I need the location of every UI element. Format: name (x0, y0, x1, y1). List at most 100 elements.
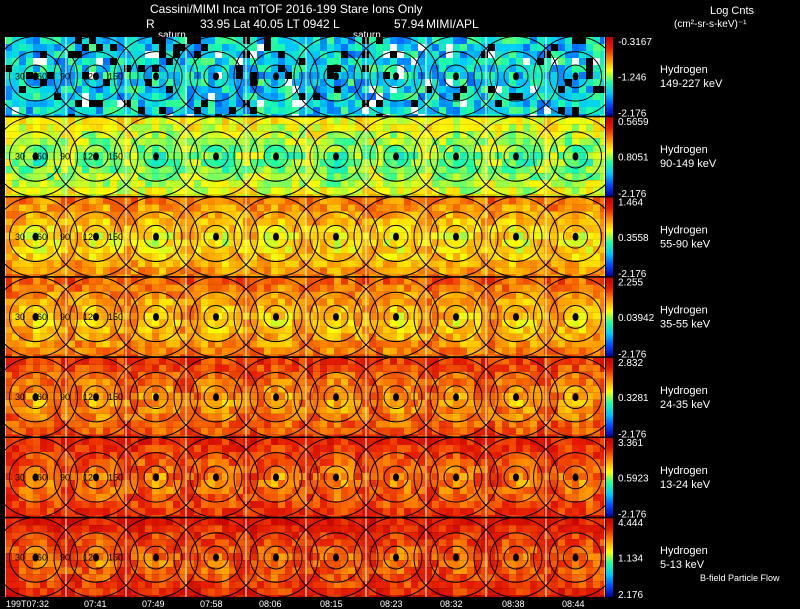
contour-ring (443, 144, 469, 169)
contour-ring (309, 131, 363, 182)
saturn-marker (273, 72, 279, 81)
saturn-marker (393, 152, 399, 161)
contour-ring (353, 117, 439, 196)
channel-row-2: 30 60 90 120 150 1.464 0.3558 -2.176 Hydrogen 55-… (5, 197, 711, 280)
contour-ring (293, 438, 379, 517)
saturn-marker (273, 393, 279, 402)
saturn-marker (213, 393, 219, 402)
contour-ring (503, 64, 529, 89)
colorbar (606, 357, 613, 437)
channel-row-0: 30 60 90 120 150 -0.3167 -1.246 -2.176 Hydrogen 1… (5, 37, 723, 120)
contour-ring (369, 532, 423, 583)
time-tick-label: 08:38 (502, 599, 525, 609)
contour-ring (129, 291, 183, 343)
contour-ring (353, 197, 439, 277)
contour-ring (353, 357, 439, 437)
contour-ring (473, 117, 559, 196)
channel-row-4: 30 60 90 120 150 2.832 0.3281 -2.176 Hydrogen 24-… (5, 357, 711, 441)
channel-energy: 149-227 keV (660, 78, 723, 90)
contour-label: 60 (37, 71, 47, 81)
saturn-marker (513, 553, 519, 562)
contour-ring (189, 371, 243, 423)
contour-ring (473, 277, 559, 357)
contour-ring (203, 224, 229, 249)
contour-ring (473, 37, 559, 116)
contour-ring (309, 452, 363, 503)
contour-label: 150 (108, 152, 123, 162)
saturn-marker (32, 473, 39, 482)
contour-ring (69, 532, 123, 583)
time-tick-label: 199T07:32 (6, 599, 49, 609)
contour-label: 150 (108, 312, 123, 322)
saturn-marker (393, 553, 399, 562)
contour-ring (203, 144, 229, 169)
contour-ring (189, 452, 243, 503)
contour-label: 30 (15, 392, 25, 402)
colorbar-max: -0.3167 (618, 37, 652, 48)
contour-ring (489, 211, 543, 262)
contour-ring (5, 518, 78, 597)
saturn-marker (453, 232, 459, 241)
contour-ring (249, 131, 303, 182)
bfield-label: B-field Particle Flow (700, 573, 780, 583)
saturn-marker (273, 152, 279, 161)
contour-ring (23, 385, 48, 410)
contour-ring (173, 438, 259, 517)
contour-ring (5, 357, 78, 437)
contour-ring (249, 371, 303, 423)
contour-ring (293, 37, 379, 116)
colorbar-max: 2.255 (618, 278, 643, 289)
contour-ring (203, 64, 229, 89)
contour-ring (353, 518, 439, 597)
contour-ring (173, 357, 259, 437)
colorbar-min: -2.176 (618, 189, 647, 200)
contour-label: 30 (15, 152, 25, 162)
contour-ring (323, 224, 349, 249)
contour-ring (143, 64, 169, 89)
contour-ring (249, 291, 303, 343)
contour-ring (443, 465, 469, 490)
contour-label: 60 (37, 553, 47, 563)
saturn-marker (333, 72, 339, 81)
colorbar (606, 277, 613, 357)
saturn-marker (572, 152, 579, 161)
saturn-marker (453, 72, 459, 81)
saturn-label-2: saturn (353, 30, 381, 41)
contour-ring (23, 545, 48, 570)
saturn-marker (153, 72, 159, 81)
contour-ring (383, 385, 409, 410)
contour-ring (293, 277, 379, 357)
colorbar-mid: 0.8051 (618, 153, 649, 164)
contour-ring (189, 291, 243, 343)
colorbar (606, 518, 613, 597)
contour-ring (563, 224, 588, 249)
contour-ring (369, 371, 423, 423)
colorbar (606, 438, 613, 517)
contour-label: 150 (108, 472, 123, 482)
contour-ring (9, 51, 62, 102)
saturn-marker (513, 232, 519, 241)
contour-ring (69, 371, 123, 423)
contour-ring (203, 545, 229, 570)
contour-label: 60 (37, 392, 47, 402)
contour-ring (53, 197, 139, 277)
saturn-marker (213, 232, 219, 241)
contour-ring (369, 291, 423, 343)
saturn-marker (572, 312, 579, 321)
contour-ring (533, 518, 605, 597)
saturn-marker (572, 553, 579, 562)
contour-ring (533, 277, 605, 357)
channel-energy: 55-90 keV (660, 238, 711, 250)
contour-ring (233, 117, 319, 196)
contour-ring (263, 385, 289, 410)
colorbar-mid: 0.3558 (618, 233, 649, 244)
contour-ring (503, 545, 529, 570)
time-tick-label: 07:49 (142, 599, 165, 609)
contour-ring (189, 532, 243, 583)
contour-ring (69, 51, 123, 102)
colorbar (606, 117, 613, 196)
unit-label-2: (cm²-sr-s-keV)⁻¹ (674, 19, 747, 30)
saturn-marker (213, 312, 219, 321)
contour-ring (563, 64, 588, 89)
